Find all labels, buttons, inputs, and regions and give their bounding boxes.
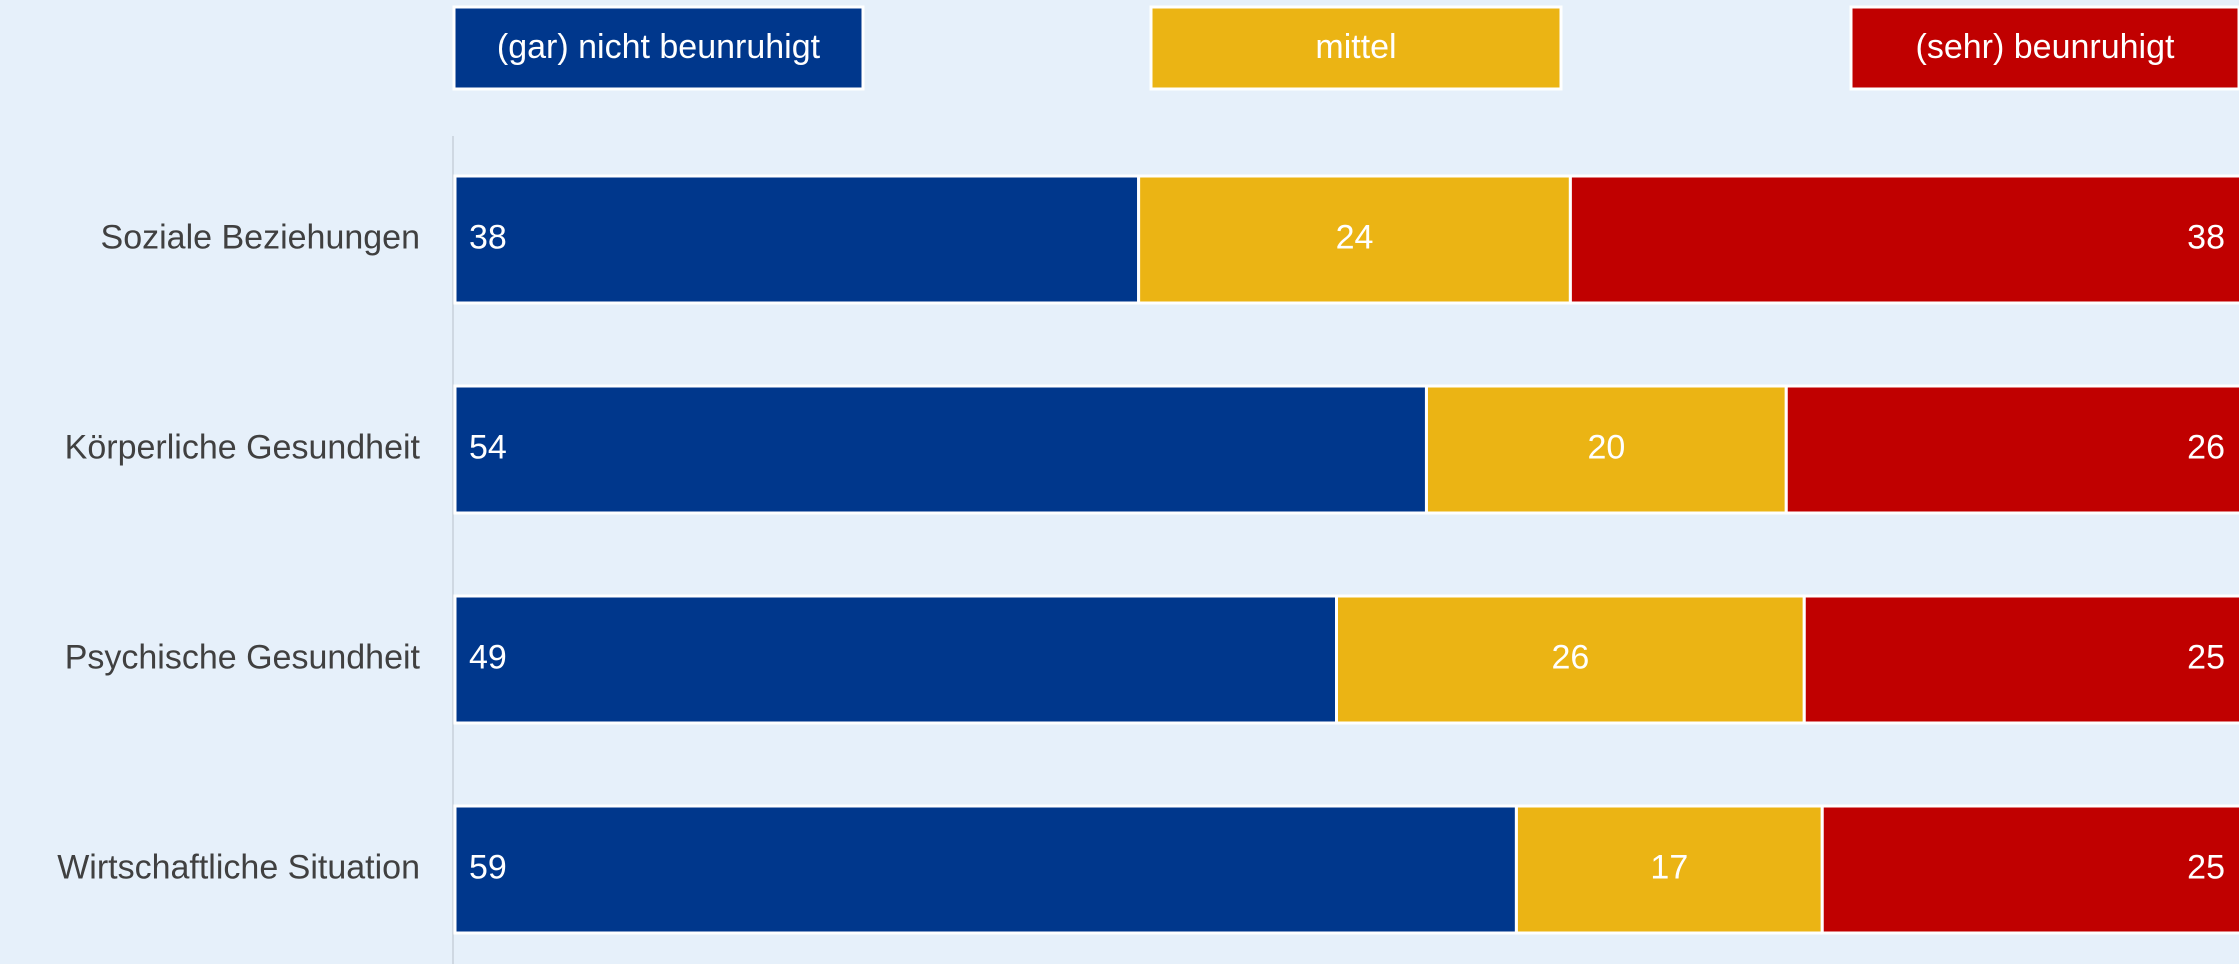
legend-label: (gar) nicht beunruhigt (497, 28, 821, 66)
bar-segment (1568, 174, 2239, 305)
legend-swatch (1149, 5, 1563, 91)
data-label: 26 (1551, 638, 1589, 676)
bar-segment (1802, 594, 2239, 725)
bar-segment (1784, 384, 2239, 515)
data-label: 54 (469, 428, 507, 466)
bar-segment (453, 804, 1518, 935)
data-label: 38 (469, 218, 507, 256)
data-label: 26 (2187, 428, 2225, 466)
y-tick-label: Psychische Gesundheit (65, 638, 421, 676)
data-label: 24 (1336, 218, 1374, 256)
bar-segment (453, 594, 1339, 725)
legend-label: (sehr) beunruhigt (1916, 28, 2175, 66)
data-label: 17 (1650, 848, 1688, 886)
data-label: 59 (469, 848, 507, 886)
bar-segment (1820, 804, 2239, 935)
data-label: 20 (1587, 428, 1625, 466)
y-tick-label: Soziale Beziehungen (101, 218, 420, 256)
legend-swatch (1849, 5, 2239, 91)
data-label: 38 (2187, 218, 2225, 256)
data-label: 49 (469, 638, 507, 676)
bar-segment (1514, 804, 1824, 935)
bar-segment (453, 384, 1428, 515)
bar-segment (453, 174, 1141, 305)
legend-swatch (452, 5, 865, 91)
y-tick-label: Körperliche Gesundheit (65, 428, 421, 466)
y-tick-label: Wirtschaftliche Situation (57, 848, 420, 886)
data-label: 25 (2187, 848, 2225, 886)
data-label: 25 (2187, 638, 2225, 676)
legend-label: mittel (1315, 28, 1396, 66)
